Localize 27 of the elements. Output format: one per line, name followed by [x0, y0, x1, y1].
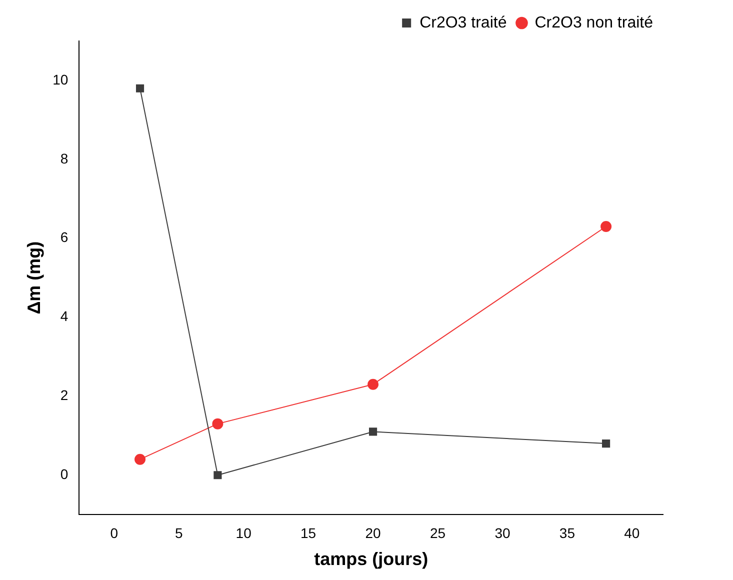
x-axis-title: tamps (jours)	[314, 549, 428, 570]
x-tick-label: 5	[174, 524, 183, 541]
x-tick-label: 40	[624, 524, 640, 541]
x-tick-label: 0	[110, 524, 118, 541]
legend-label: Cr2O3 traité	[420, 14, 507, 32]
point	[214, 471, 222, 480]
x-tick-label: 25	[430, 524, 446, 541]
point	[368, 428, 378, 436]
y-tick-label: 4	[60, 308, 68, 324]
x-tick-label: 15	[300, 524, 316, 541]
y-tick-label: 0	[60, 466, 68, 482]
x-tick-label: 35	[559, 524, 576, 541]
legend-label: Cr2O3 non traité	[534, 14, 654, 32]
x-tick-label: 10	[236, 524, 252, 541]
x-tick-label: 30	[494, 524, 510, 541]
y-tick-label: 6	[60, 229, 68, 246]
point	[602, 440, 610, 448]
y-tick-label: 8	[60, 150, 68, 166]
y-tick-label: 10	[52, 71, 68, 88]
point	[368, 378, 379, 390]
point	[212, 418, 224, 430]
point	[136, 84, 144, 92]
point	[134, 454, 146, 465]
y-tick-label: 2	[60, 387, 68, 404]
y-axis-title: Δm (mg)	[24, 241, 44, 314]
x-tick-label: 20	[365, 524, 382, 541]
point	[600, 220, 612, 232]
